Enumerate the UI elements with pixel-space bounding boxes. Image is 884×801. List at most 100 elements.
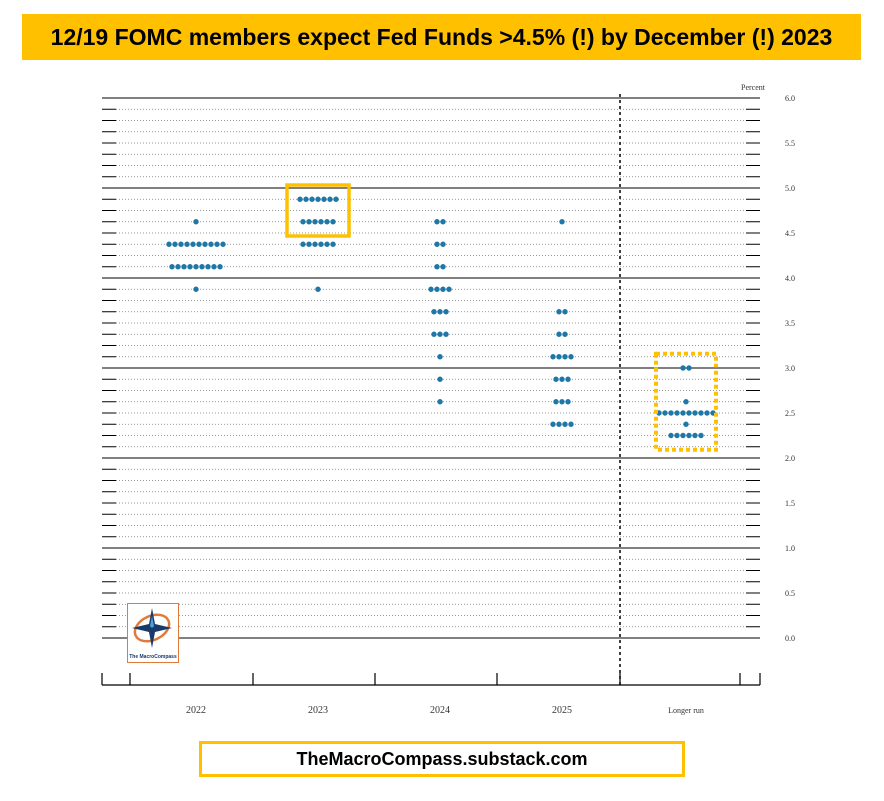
y-tick-label: 0.0 (785, 634, 795, 643)
dot-2022 (211, 264, 217, 270)
dot-2023 (318, 219, 324, 225)
dot-longer-run (686, 365, 692, 371)
dot-2023 (318, 241, 324, 247)
x-tick-label: 2024 (430, 705, 450, 716)
dot-longer-run (680, 432, 686, 439)
dot-2022 (193, 286, 199, 292)
y-tick-label: 4.5 (785, 229, 795, 238)
dot-2025 (556, 309, 562, 315)
logo-text: The MacroCompass (129, 654, 177, 660)
dot-2025 (556, 331, 562, 337)
dot-2022 (208, 241, 214, 247)
dot-longer-run (704, 410, 710, 416)
highlight-box-2023 (285, 183, 351, 238)
y-tick-label: 4.0 (785, 274, 795, 283)
dot-2022 (214, 241, 220, 247)
dot-longer-run (662, 410, 668, 416)
dot-2024 (446, 286, 452, 292)
dot-2023 (315, 196, 321, 202)
dot-2024 (440, 241, 446, 247)
dot-2024 (434, 219, 440, 225)
dot-2023 (312, 241, 318, 247)
y-tick-label: 5.5 (785, 139, 795, 148)
dot-2022 (175, 264, 181, 270)
dot-2023 (312, 219, 318, 225)
dot-longer-run (668, 410, 674, 416)
dot-2025 (562, 354, 568, 360)
dot-2024 (437, 331, 443, 337)
dot-longer-run (698, 410, 704, 416)
dot-2025 (559, 399, 565, 405)
y-tick-label: 6.0 (785, 94, 795, 103)
dot-2025 (550, 421, 556, 427)
dot-2025 (562, 331, 568, 337)
dot-2023 (303, 196, 309, 202)
dot-2023 (306, 241, 312, 247)
dot-2025 (568, 354, 574, 360)
dot-2022 (187, 264, 193, 270)
dot-2022 (172, 241, 178, 247)
dot-2024 (440, 286, 446, 292)
dot-2023 (300, 241, 306, 247)
dot-2025 (562, 309, 568, 315)
dot-2023 (297, 196, 303, 202)
dot-longer-run (686, 432, 692, 439)
y-tick-label: 3.0 (785, 364, 795, 373)
dot-2022 (184, 241, 190, 247)
dot-2025 (553, 399, 559, 405)
dot-2022 (181, 264, 187, 270)
footer-box: TheMacroCompass.substack.com (199, 741, 685, 777)
dot-2024 (428, 286, 434, 292)
dot-2022 (220, 241, 226, 247)
dot-2023 (300, 219, 306, 225)
dot-2024 (437, 376, 443, 382)
dot-longer-run (674, 432, 680, 439)
dot-2025 (556, 421, 562, 427)
dot-2022 (202, 241, 208, 247)
y-tick-label: 2.5 (785, 409, 795, 418)
dot-2024 (434, 264, 440, 270)
dot-2024 (431, 331, 437, 337)
dot-2025 (553, 376, 559, 382)
y-tick-label: 2.0 (785, 454, 795, 463)
dot-2023 (327, 196, 333, 202)
y-tick-label: 3.5 (785, 319, 795, 328)
dot-longer-run (680, 410, 686, 416)
dot-2024 (440, 264, 446, 270)
dot-2022 (196, 241, 202, 247)
y-tick-label: 0.5 (785, 589, 795, 598)
dot-2024 (443, 331, 449, 337)
dot-2024 (437, 354, 443, 360)
dot-2023 (315, 286, 321, 292)
dot-2024 (431, 309, 437, 315)
dot-2024 (434, 286, 440, 292)
dot-longer-run (680, 365, 686, 371)
dot-longer-run (698, 432, 704, 439)
dot-2024 (434, 241, 440, 247)
dot-2022 (193, 219, 199, 225)
dot-longer-run (683, 421, 689, 427)
dot-longer-run (692, 432, 698, 439)
dot-2025 (568, 421, 574, 427)
dot-2024 (440, 219, 446, 225)
x-tick-label: 2022 (186, 705, 206, 716)
x-tick-label: Longer run (668, 706, 704, 715)
dot-2023 (324, 241, 330, 247)
dot-2023 (306, 219, 312, 225)
dot-longer-run (692, 410, 698, 416)
dot-2023 (330, 241, 336, 247)
y-axis-label: Percent (741, 83, 766, 92)
dot-2022 (166, 241, 172, 247)
dot-longer-run (674, 410, 680, 416)
dot-2025 (556, 354, 562, 360)
chart-title: 12/19 FOMC members expect Fed Funds >4.5… (50, 23, 833, 50)
dot-2022 (178, 241, 184, 247)
dot-2023 (333, 196, 339, 202)
dot-2023 (309, 196, 315, 202)
highlight-box-longer-run (654, 351, 718, 452)
dot-2022 (190, 241, 196, 247)
compass-star-icon (132, 608, 172, 648)
dot-2025 (559, 376, 565, 382)
dot-2023 (321, 196, 327, 202)
y-tick-label: 1.0 (785, 544, 795, 553)
